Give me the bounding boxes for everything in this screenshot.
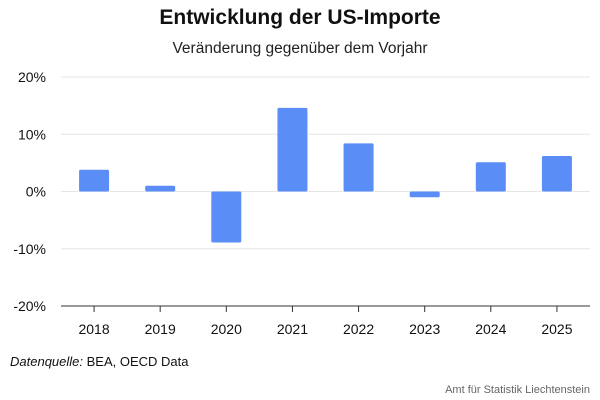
x-tick-label: 2021 bbox=[277, 321, 308, 337]
bar-2022 bbox=[343, 143, 374, 192]
chart-subtitle: Veränderung gegenüber dem Vorjahr bbox=[172, 40, 428, 57]
bar-2018 bbox=[79, 169, 110, 192]
bar-2025 bbox=[541, 156, 572, 192]
bar-2024 bbox=[475, 162, 506, 192]
bar-2021 bbox=[277, 107, 308, 192]
x-tick-label: 2023 bbox=[409, 321, 440, 337]
x-tick-label: 2022 bbox=[343, 321, 374, 337]
data-source: Datenquelle: BEA, OECD Data bbox=[10, 354, 188, 369]
y-tick-label: 10% bbox=[18, 126, 46, 142]
bar-2019 bbox=[145, 185, 176, 192]
data-source-text: BEA, OECD Data bbox=[83, 354, 189, 369]
y-tick-label: -20% bbox=[13, 298, 46, 314]
y-tick-label: -10% bbox=[13, 241, 46, 257]
y-tick-label: 20% bbox=[18, 69, 46, 85]
x-tick-label: 2019 bbox=[145, 321, 176, 337]
x-tick-label: 2025 bbox=[541, 321, 572, 337]
chart-title: Entwicklung der US-Importe bbox=[159, 6, 441, 29]
data-source-label: Datenquelle: bbox=[10, 354, 83, 369]
bar-2023 bbox=[409, 191, 440, 198]
x-tick-label: 2018 bbox=[78, 321, 109, 337]
y-tick-label: 0% bbox=[26, 184, 46, 200]
x-tick-label: 2020 bbox=[211, 321, 242, 337]
credit-line: Amt für Statistik Liechtenstein bbox=[445, 384, 590, 396]
x-tick-label: 2024 bbox=[475, 321, 506, 337]
bar-2020 bbox=[211, 191, 242, 243]
